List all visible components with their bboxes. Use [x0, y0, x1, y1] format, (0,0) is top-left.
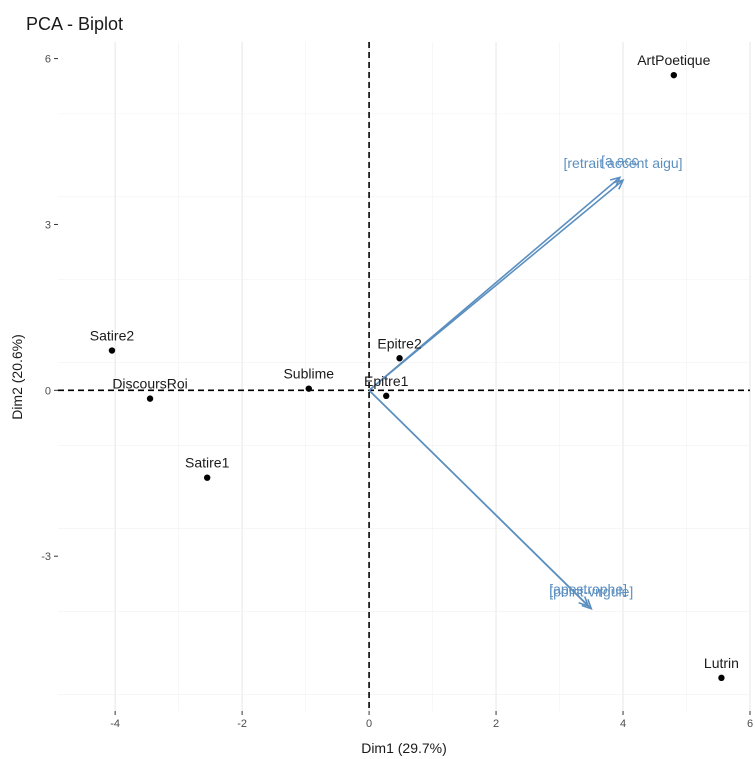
x-tick-label: 0: [366, 718, 372, 730]
point-label: Sublime: [283, 366, 334, 382]
variable-label: [apostrophe]: [549, 581, 627, 597]
data-point: [305, 385, 312, 392]
data-point: [383, 392, 390, 400]
point-label: DiscoursRoi: [112, 376, 187, 392]
x-tick-label: 6: [747, 718, 753, 730]
grid-lines: [58, 42, 751, 711]
variable-arrow: [368, 389, 592, 610]
x-axis-label: Dim1 (29.7%): [361, 740, 447, 756]
reference-lines: [58, 42, 750, 711]
point-label: ArtPoetique: [637, 52, 710, 68]
variable-arrowhead: [609, 176, 622, 187]
y-tick-label: -3: [41, 551, 51, 563]
variable-label: [retrait accent aigu]: [563, 155, 682, 171]
plot-panel: [58, 42, 750, 711]
axes: -4 -2 0 2 4 6 -3 0 3 6: [41, 54, 753, 730]
variable-arrowhead: [613, 179, 625, 190]
y-tick-label: 6: [45, 54, 51, 66]
x-tick-label: -4: [110, 718, 120, 730]
point-label: Lutrin: [704, 655, 739, 671]
data-point: [718, 674, 725, 682]
data-point: [670, 71, 678, 79]
point-label: Satire1: [185, 455, 230, 471]
y-tick-label: 0: [45, 385, 51, 397]
data-point: [146, 395, 154, 402]
variable-label: [point-virgule]: [549, 584, 633, 600]
variable-arrowhead: [581, 599, 593, 611]
y-axis-label: Dim2 (20.6%): [9, 334, 25, 420]
variable-label: [a acc: [601, 152, 638, 168]
point-label: Epitre2: [377, 335, 422, 351]
x-tick-label: 2: [493, 718, 499, 730]
point-label: Satire2: [90, 328, 135, 344]
y-tick-label: 3: [45, 219, 51, 231]
data-point: [108, 347, 116, 354]
x-tick-label: -2: [237, 718, 247, 730]
point-label: Epitre1: [364, 373, 409, 389]
x-tick-label: 4: [620, 718, 626, 730]
variable-arrows: [a acc[retrait accent aigu] [apostrophe][…: [368, 152, 683, 611]
data-point: [396, 355, 403, 362]
chart-title: PCA - Biplot: [26, 14, 123, 34]
data-points: ArtPoetique Satire2 DiscoursRoi Sublime Epit…: [90, 52, 739, 682]
variable-arrow: [368, 179, 624, 391]
data-point: [203, 474, 211, 481]
